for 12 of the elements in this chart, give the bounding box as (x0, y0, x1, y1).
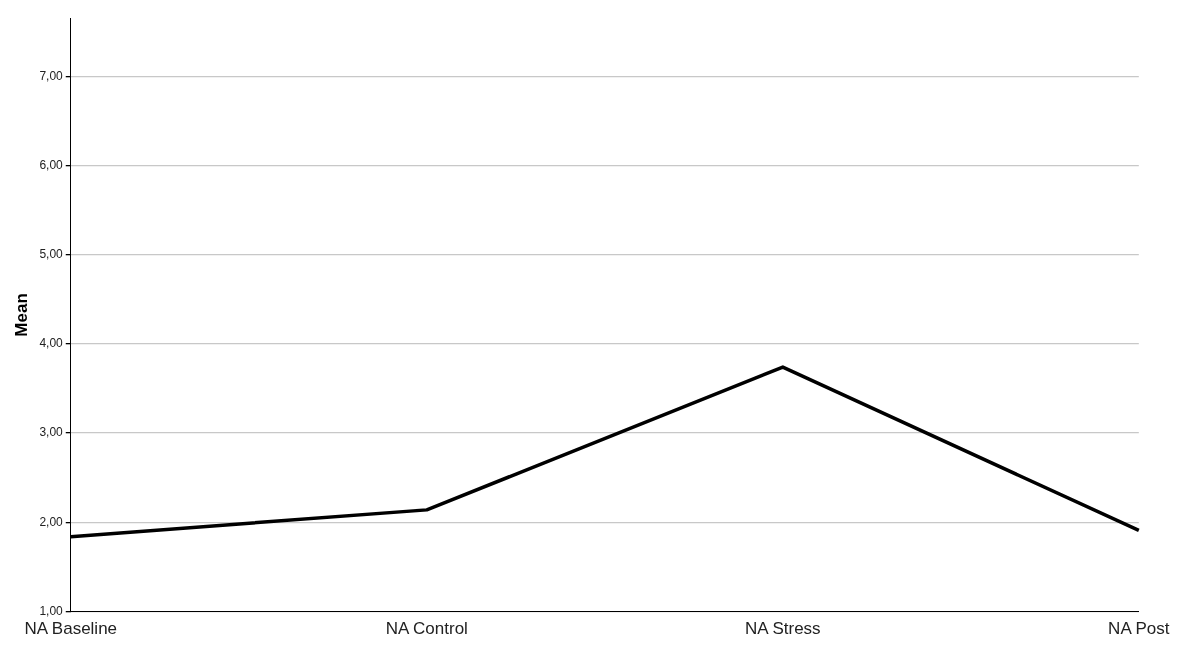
x-tick-label: NA Stress (745, 619, 821, 639)
y-tick-label: 4,00 (39, 336, 64, 351)
y-tick-label: 3,00 (39, 425, 64, 440)
y-tick-label: 2,00 (39, 514, 64, 529)
y-tick-label: 6,00 (39, 157, 64, 172)
y-axis-title: Mean (11, 293, 31, 337)
x-tick-label: NA Control (385, 619, 468, 639)
x-tick-label: NA Baseline (24, 619, 118, 639)
y-tick-label: 1,00 (39, 603, 64, 618)
x-tick-label: NA Post (1108, 619, 1170, 639)
y-tick-label: 5,00 (39, 246, 64, 261)
y-tick-label: 7,00 (39, 68, 64, 83)
